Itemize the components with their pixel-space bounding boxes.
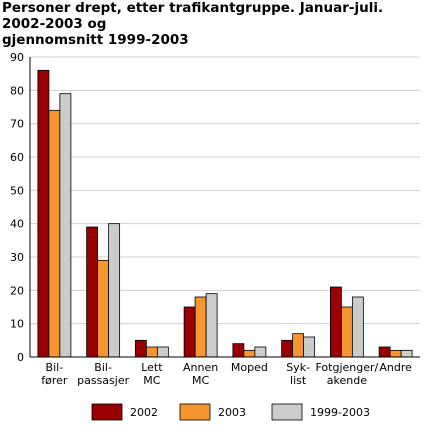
category-label-line: akende (327, 374, 367, 387)
bars (37, 69, 413, 358)
category-label-line: Annen (183, 361, 218, 374)
y-tick-label: 90 (10, 51, 24, 64)
category-label-line: passasjer (77, 374, 129, 387)
bar (48, 109, 61, 358)
bar (400, 349, 413, 358)
category-label-line: fører (41, 374, 68, 387)
legend-swatch (271, 403, 303, 421)
bar (243, 349, 256, 358)
category-label-line: Syk- (286, 361, 310, 374)
category-label-line: Andre (379, 361, 412, 374)
bar (292, 333, 305, 358)
bar (97, 259, 110, 358)
bar (59, 93, 72, 358)
y-tick-label: 80 (10, 84, 24, 97)
bar (340, 306, 353, 358)
bar (134, 339, 147, 358)
category-label-line: MC (192, 374, 209, 387)
chart-title: Personer drept, etter trafikantgruppe. J… (2, 0, 422, 48)
category-label-line: Bil- (94, 361, 112, 374)
y-tick-label: 40 (10, 218, 24, 231)
y-tick-label: 70 (10, 118, 24, 131)
axes (29, 57, 420, 358)
y-tick-label: 50 (10, 184, 24, 197)
chart-title-line-2: gjennomsnitt 1999-2003 (2, 32, 189, 48)
bar (205, 293, 218, 358)
bar (194, 296, 207, 358)
category-label: Syk-list (286, 361, 310, 387)
y-tick-label: 30 (10, 251, 24, 264)
category-label-line: Moped (231, 361, 268, 374)
legend-label: 1999-2003 (310, 406, 370, 419)
category-label-line: Bil- (46, 361, 64, 374)
bar (183, 306, 196, 358)
category-label-line: MC (143, 374, 160, 387)
bar (389, 349, 402, 358)
y-tick-label: 20 (10, 284, 24, 297)
category-label: Bil-fører (41, 361, 68, 387)
category-label: Annen MC (183, 361, 218, 387)
chart-title-line-1: Personer drept, etter trafikantgruppe. J… (2, 0, 384, 32)
bar (254, 346, 267, 358)
bar (378, 346, 391, 358)
bar (145, 346, 158, 358)
legend: 2002 2003 1999-2003 (91, 403, 370, 421)
bar (351, 296, 364, 358)
y-tick-label: 10 (10, 318, 24, 331)
bar (108, 223, 121, 358)
category-label: Moped (231, 361, 268, 374)
bar (329, 286, 342, 358)
y-tick-labels: 0 10 20 30 40 50 60 70 80 90 (10, 51, 24, 364)
bar (156, 346, 169, 358)
bar (86, 226, 99, 358)
bar (281, 339, 294, 358)
category-label: Lett MC (141, 361, 163, 387)
category-label-line: Lett (141, 361, 163, 374)
bar (37, 69, 50, 358)
category-label: Andre (379, 361, 412, 374)
category-label: Fotgjenger/akende (316, 361, 379, 387)
legend-label: 2002 (130, 406, 158, 419)
category-label-line: list (290, 374, 307, 387)
bar (232, 343, 245, 358)
legend-label: 2003 (218, 406, 246, 419)
legend-swatch (91, 403, 123, 421)
y-tick-label: 60 (10, 151, 24, 164)
bar (303, 336, 316, 358)
y-tick-label: 0 (17, 351, 24, 364)
category-label: Bil-passasjer (77, 361, 129, 387)
category-label-line: Fotgjenger/ (316, 361, 379, 374)
legend-swatch (179, 403, 211, 421)
